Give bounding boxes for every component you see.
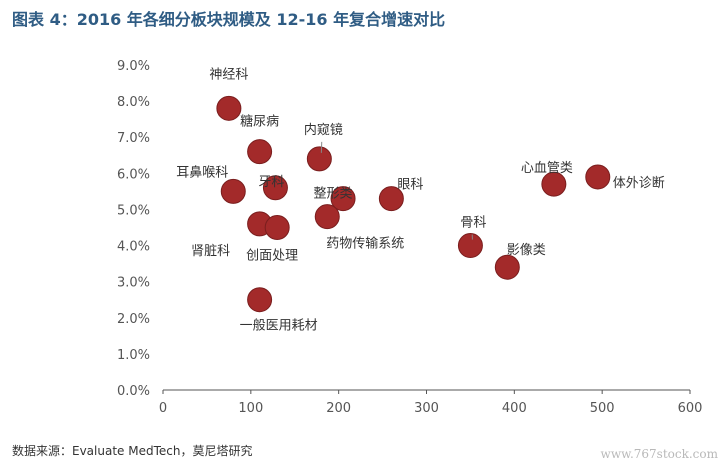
- y-tick-label: 8.0%: [117, 95, 150, 110]
- point-label: 糖尿病: [240, 114, 279, 130]
- y-tick-label: 9.0%: [117, 59, 150, 74]
- x-tick-label: 200: [326, 401, 351, 416]
- x-tick-label: 300: [414, 401, 439, 416]
- data-point: [262, 175, 288, 201]
- data-point: [247, 287, 273, 313]
- y-tick-label: 0.0%: [117, 384, 150, 399]
- y-tick-label: 1.0%: [117, 348, 150, 363]
- point-label: 肾脏科: [191, 244, 230, 259]
- point-label: 影像类: [507, 243, 546, 258]
- y-tick-label: 6.0%: [117, 167, 150, 182]
- source-note: 数据来源：Evaluate MedTech，莫尼塔研究: [12, 444, 253, 458]
- point-label: 内窥镜: [304, 122, 343, 138]
- data-point: [314, 204, 340, 230]
- y-tick-label: 7.0%: [117, 131, 150, 146]
- data-point: [585, 164, 611, 190]
- y-tick-label: 3.0%: [117, 276, 150, 291]
- data-point: [220, 178, 246, 204]
- x-tick-label: 0: [159, 401, 167, 416]
- point-label: 耳鼻喉科: [176, 164, 228, 180]
- points-layer: [216, 95, 611, 313]
- point-label: 体外诊断: [613, 176, 665, 191]
- data-point: [494, 254, 520, 280]
- x-tick-label: 500: [590, 401, 615, 416]
- point-label: 创面处理: [246, 249, 298, 264]
- data-point: [264, 215, 290, 240]
- point-label: 心血管类: [521, 161, 573, 176]
- data-point: [247, 139, 273, 165]
- point-label: 眼科: [397, 178, 423, 193]
- scatter-chart: 0 100 200 300 400 500 600 0.0% 1.0% 2.0% 3.0% 4.0% 5…: [117, 59, 702, 416]
- point-label: 神经科: [209, 67, 248, 82]
- point-label: 整形类: [314, 187, 353, 202]
- watermark: www.767stock.com: [600, 447, 718, 461]
- chart-title: 图表 4：2016 年各细分板块规模及 12-16 年复合增速对比: [12, 10, 446, 29]
- data-point: [457, 233, 483, 259]
- data-point: [306, 146, 332, 172]
- data-point: [541, 171, 567, 197]
- data-point: [378, 186, 404, 212]
- data-point: [330, 186, 356, 212]
- y-tick-label: 2.0%: [117, 312, 150, 327]
- y-tick-label: 4.0%: [117, 240, 150, 255]
- data-point: [216, 95, 242, 121]
- point-label: 药物传输系统: [326, 236, 404, 252]
- axes: 0 100 200 300 400 500 600 0.0% 1.0% 2.0% 3.0% 4.0% 5…: [117, 59, 702, 416]
- point-label: 骨科: [460, 216, 486, 231]
- point-label: 牙科: [258, 175, 284, 190]
- point-label: 一般医用耗材: [240, 318, 318, 334]
- x-tick-label: 400: [502, 401, 527, 416]
- y-tick-label: 5.0%: [117, 203, 150, 218]
- x-tick-label: 600: [678, 401, 703, 416]
- x-tick-label: 100: [238, 401, 263, 416]
